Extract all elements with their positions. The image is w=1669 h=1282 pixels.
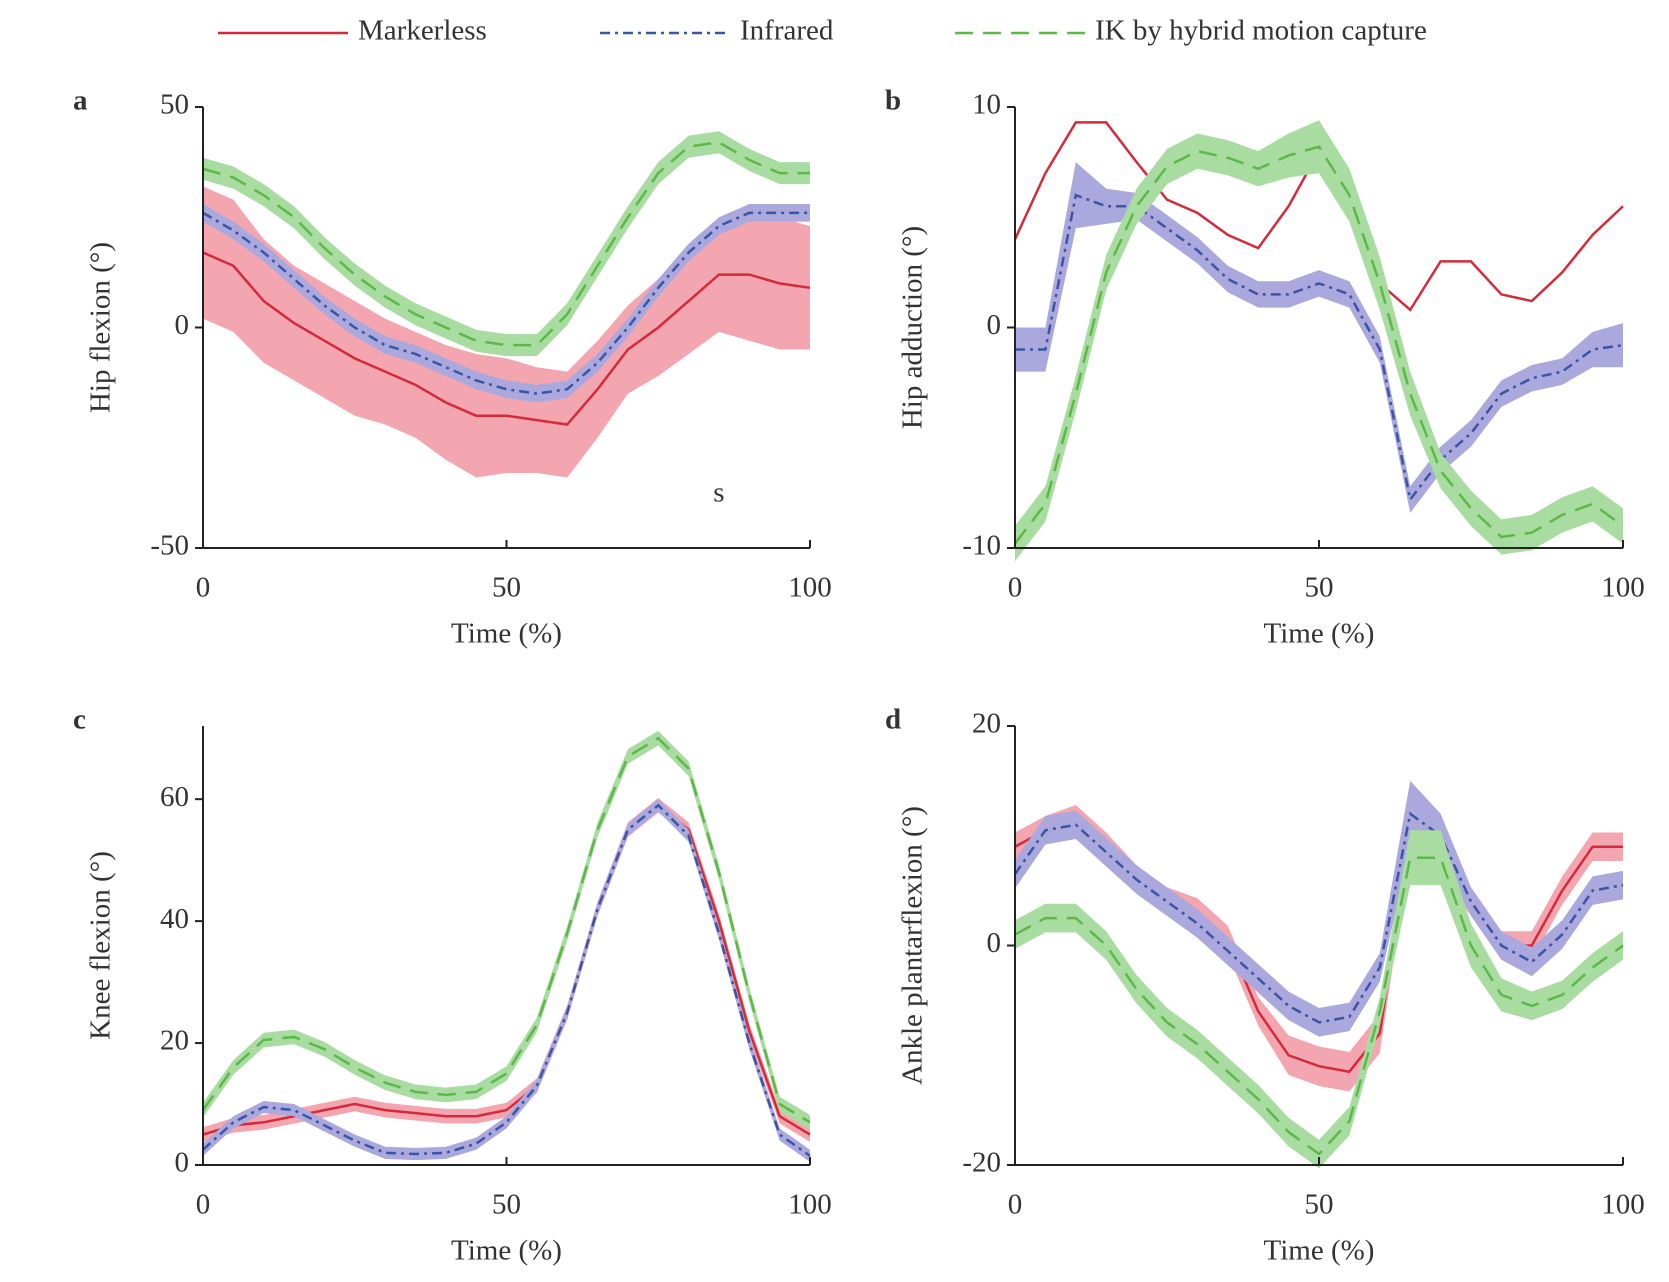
y-tick-label: 20	[972, 708, 1001, 740]
panel-label: b	[885, 85, 901, 117]
y-axis-label: Hip flexion (°)	[85, 242, 117, 413]
x-axis-label: Time (%)	[451, 618, 562, 650]
series-line	[202, 140, 810, 347]
x-tick-label: 50	[1305, 572, 1334, 604]
panel-label: c	[73, 704, 86, 736]
y-tick-label: 0	[175, 1147, 190, 1179]
y-tick-label: 60	[160, 781, 189, 813]
y-axis-label: Hip adduction (°)	[897, 226, 929, 429]
x-tick-label: 0	[1008, 1189, 1023, 1221]
panel-label: d	[885, 704, 901, 736]
error-band	[203, 131, 810, 357]
x-tick-label: 100	[788, 572, 832, 604]
legend-label: Infrared	[740, 15, 834, 47]
x-axis-label: Time (%)	[451, 1235, 562, 1267]
y-tick-label: 20	[160, 1025, 189, 1057]
series-line	[1015, 193, 1624, 503]
error-band	[1015, 162, 1623, 513]
y-tick-label: 40	[160, 903, 189, 935]
y-tick-label: 50	[160, 89, 189, 121]
error-band	[203, 204, 810, 403]
series-line	[202, 211, 810, 395]
x-axis-label: Time (%)	[1264, 618, 1375, 650]
y-tick-label: 0	[987, 309, 1002, 341]
y-tick-label: 0	[175, 309, 190, 341]
y-tick-label: -20	[962, 1147, 1001, 1179]
error-band	[1015, 120, 1623, 562]
series-line	[202, 251, 811, 426]
x-tick-label: 0	[1008, 572, 1023, 604]
x-tick-label: 50	[492, 1189, 521, 1221]
x-tick-label: 0	[196, 1189, 211, 1221]
y-tick-label: 0	[987, 927, 1002, 959]
error-band	[1015, 830, 1623, 1169]
x-tick-label: 100	[1601, 1189, 1645, 1221]
panel-label: a	[73, 85, 88, 117]
x-tick-label: 50	[1305, 1189, 1334, 1221]
legend-label: Markerless	[358, 15, 487, 47]
series-line	[1014, 856, 1624, 1156]
x-tick-label: 100	[1601, 572, 1645, 604]
series-line	[202, 803, 811, 1157]
x-tick-label: 0	[196, 572, 211, 604]
y-tick-label: -10	[962, 530, 1001, 562]
series-line	[201, 736, 811, 1124]
error-band	[203, 797, 810, 1142]
series-line	[1013, 811, 1624, 1024]
series-line	[202, 803, 811, 1136]
legend-label: IK by hybrid motion capture	[1095, 15, 1427, 47]
y-axis-label: Ankle plantarflexion (°)	[897, 806, 929, 1085]
y-tick-label: 10	[972, 89, 1001, 121]
x-tick-label: 50	[492, 572, 521, 604]
x-tick-label: 100	[788, 1189, 832, 1221]
annotation: s	[713, 477, 724, 509]
x-axis-label: Time (%)	[1264, 1235, 1375, 1267]
y-axis-label: Knee flexion (°)	[85, 851, 117, 1040]
error-band	[203, 186, 810, 478]
series-line	[1014, 145, 1624, 545]
y-tick-label: -50	[150, 530, 189, 562]
